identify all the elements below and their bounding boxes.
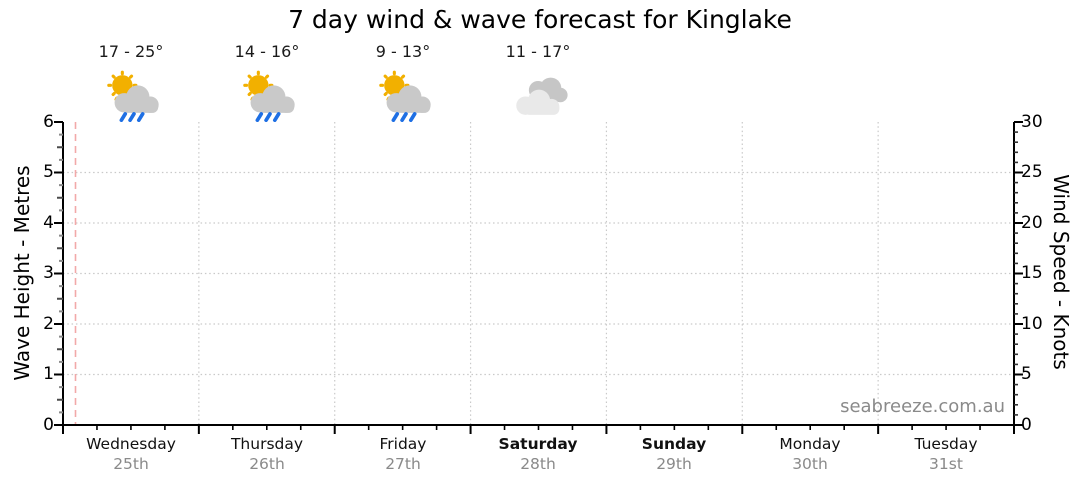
wind-axis-tick: 30 [1021, 112, 1043, 132]
wave-axis-tick: 1 [43, 364, 54, 384]
wind-axis-title: Wind Speed - Knots [1049, 174, 1073, 370]
watermark-text: seabreeze.com.au [840, 396, 1005, 417]
temp-range-label: 9 - 13° [375, 42, 431, 61]
wave-axis-tick: 3 [43, 263, 54, 283]
wind-axis-tick: 0 [1021, 415, 1032, 435]
temp-range-label: 17 - 25° [98, 42, 164, 61]
sun-cloud-rain-icon [107, 70, 159, 122]
temp-range-label: 14 - 16° [234, 42, 300, 61]
wind-axis-tick: 20 [1021, 213, 1043, 233]
wave-axis-tick: 6 [43, 112, 54, 132]
wave-axis-title: Wave Height - Metres [10, 165, 34, 381]
wave-axis-tick: 2 [43, 314, 54, 334]
sun-cloud-rain-icon [243, 70, 295, 122]
wind-axis-tick: 5 [1021, 364, 1032, 384]
wave-axis-tick: 0 [43, 415, 54, 435]
day-label: Monday [779, 435, 841, 453]
day-label: Friday [379, 435, 427, 453]
wind-axis-tick: 25 [1021, 162, 1043, 182]
date-label: 27th [385, 455, 421, 473]
temp-range-label: 11 - 17° [505, 42, 571, 61]
wave-axis-tick: 4 [43, 213, 54, 233]
wind-axis-tick: 10 [1021, 314, 1043, 334]
chart-title: 7 day wind & wave forecast for Kinglake [288, 5, 792, 34]
day-label: Sunday [641, 435, 707, 453]
wind-axis-tick: 15 [1021, 263, 1043, 283]
date-label: 26th [249, 455, 285, 473]
day-label: Wednesday [86, 435, 176, 453]
sun-cloud-rain-icon [379, 70, 431, 122]
day-label: Saturday [498, 435, 578, 453]
date-label: 30th [792, 455, 828, 473]
date-label: 25th [113, 455, 149, 473]
day-label: Tuesday [914, 435, 978, 453]
day-label: Thursday [230, 435, 304, 453]
wave-axis-tick: 5 [43, 162, 54, 182]
date-label: 29th [656, 455, 692, 473]
date-label: 28th [520, 455, 556, 473]
date-label: 31st [929, 455, 963, 473]
clouds-icon [516, 77, 568, 115]
